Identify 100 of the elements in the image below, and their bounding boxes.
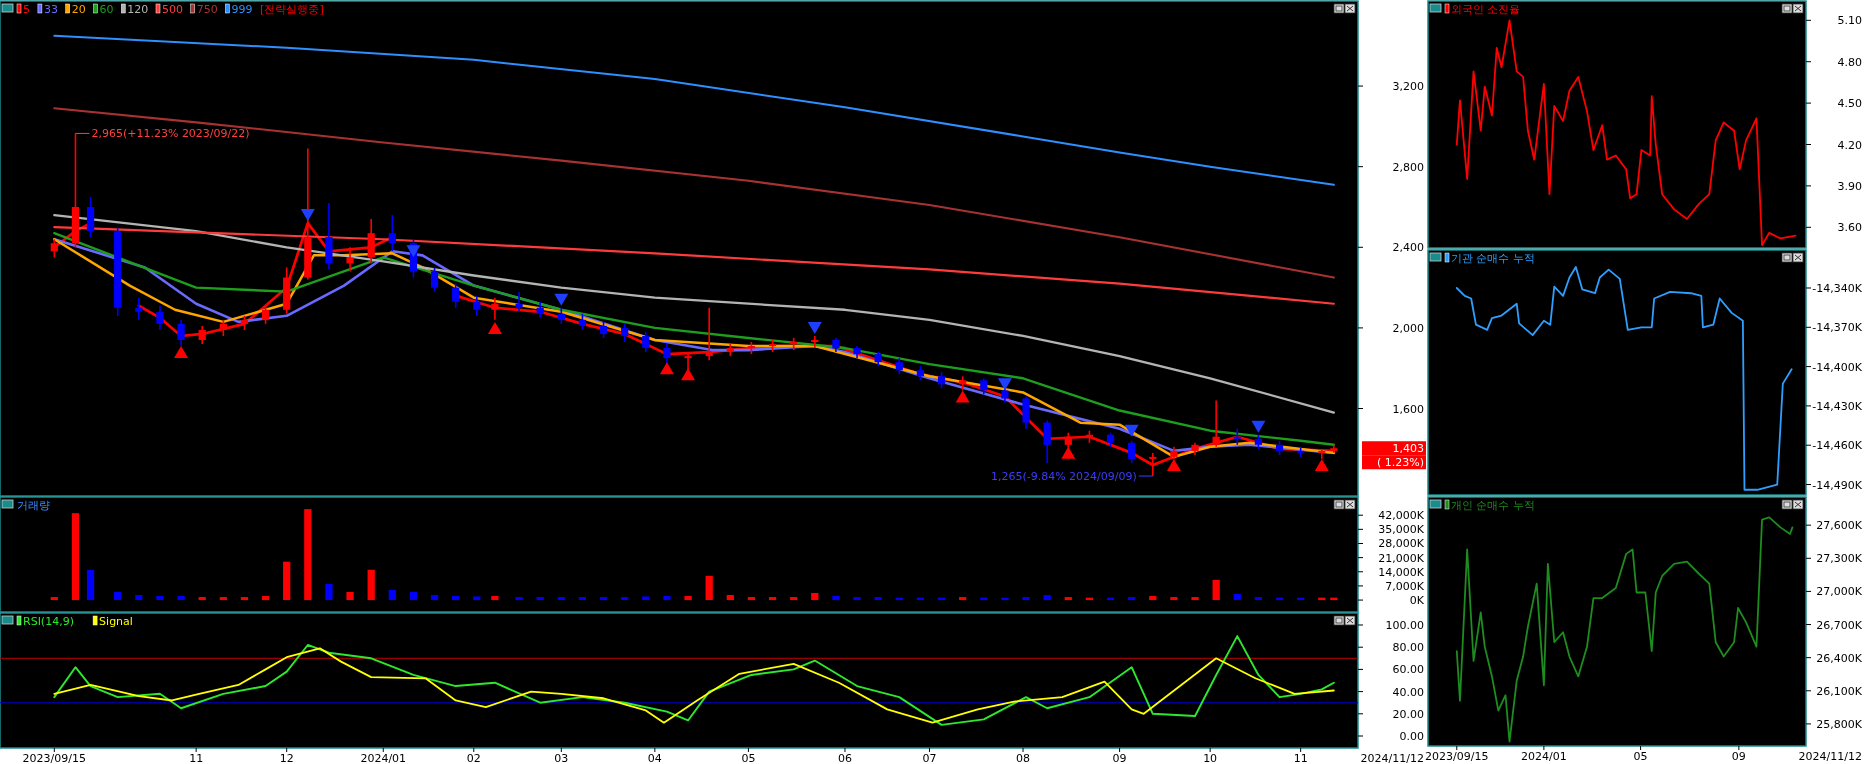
x-tick-label: 2023/09/15 (22, 752, 87, 764)
bar (642, 596, 650, 601)
y-tick-label: 4.50 (1837, 97, 1862, 111)
bar (156, 596, 164, 601)
y-tick-label: -14,490K (1812, 478, 1863, 492)
y-tick-label: 42,000K (1378, 509, 1425, 523)
y-tick-label: 80.00 (1392, 641, 1424, 655)
bar (409, 591, 418, 601)
text: 2024/11/12 (1798, 750, 1862, 763)
y-tick-label: 100.00 (1385, 618, 1424, 632)
text: 1,403 (1392, 442, 1424, 456)
y-tick-label: 14,000K (1378, 565, 1425, 579)
x-tick-label: 09 (1731, 750, 1746, 763)
y-tick-label: 60.00 (1392, 663, 1424, 677)
bar (1022, 597, 1030, 601)
x-tick-label: 11 (1293, 752, 1308, 764)
y-tick-label: 28,000K (1378, 537, 1425, 551)
line-series (53, 635, 1335, 726)
x-tick-label: 2023/09/15 (1425, 750, 1489, 763)
x-tick-label: 03 (554, 752, 569, 764)
bar (71, 513, 80, 601)
y-tick-label: 1,600 (1392, 402, 1424, 416)
y-tick-label: 25,800K (1816, 717, 1863, 731)
bar (1043, 595, 1051, 601)
bar (473, 596, 481, 601)
text: 2024/11/12 (1360, 752, 1424, 764)
bar (599, 597, 608, 601)
y-tick-label: 3.90 (1837, 179, 1862, 193)
y-tick-label: 27,000K (1816, 585, 1863, 599)
bar (114, 591, 122, 601)
legend-label: 20 (71, 3, 86, 16)
y-tick-label: 27,300K (1816, 552, 1863, 566)
y-tick-label: 26,700K (1816, 618, 1863, 632)
y-tick-label: 27,600K (1816, 519, 1863, 533)
bar (853, 597, 861, 601)
candlestick (621, 323, 629, 343)
bar (452, 596, 460, 601)
candlestick (198, 325, 206, 345)
legend-label: RSI(14,9) (23, 615, 74, 628)
bar (430, 595, 439, 601)
bar (1170, 597, 1178, 601)
y-tick-label: 21,000K (1378, 551, 1425, 565)
point (174, 346, 189, 359)
bar (684, 596, 692, 601)
x-tick-label: 10 (1203, 752, 1218, 764)
y-tick-label: -14,460K (1812, 439, 1863, 453)
y-tick-label: -14,400K (1812, 360, 1863, 374)
bar (219, 597, 227, 601)
point (997, 378, 1012, 391)
point (1251, 420, 1266, 433)
y-tick-label: 0.00 (1399, 730, 1424, 744)
bar (790, 597, 798, 601)
bar (515, 597, 523, 601)
annotation: [전략실행중] (260, 3, 324, 16)
y-tick-label: 35,000K (1378, 523, 1425, 537)
legend-label: 500 (162, 3, 183, 16)
line-series (53, 107, 1335, 279)
bar (726, 595, 734, 601)
candlestick (135, 296, 143, 321)
candlestick (388, 214, 396, 253)
bar (198, 597, 206, 601)
y-tick-label: 7,000K (1385, 579, 1425, 593)
point (659, 362, 674, 375)
text: ( 1.23%) (1376, 456, 1424, 470)
chart-title: 거래량 (17, 499, 50, 512)
bar (135, 595, 143, 601)
bar (663, 596, 671, 601)
bar (1254, 597, 1263, 601)
bar (177, 596, 185, 601)
candlestick (811, 335, 819, 349)
y-tick-label: 5.10 (1837, 14, 1862, 28)
legend-label: 60 (99, 3, 114, 16)
point (1166, 458, 1181, 471)
bar (325, 583, 333, 601)
bar (557, 597, 565, 601)
legend-label: 외국인 소진율 (1451, 3, 1521, 16)
y-tick-label: 2,400 (1392, 241, 1424, 255)
line-series (1455, 19, 1797, 247)
candlestick (1043, 419, 1051, 464)
bar (346, 591, 354, 601)
legend-label: Signal (99, 615, 133, 628)
x-tick-label: 06 (837, 752, 852, 764)
point (406, 245, 421, 258)
bar (240, 597, 249, 601)
bar (578, 597, 587, 601)
legend-label: 기관 순매수 누적 (1451, 252, 1535, 265)
bar (1128, 597, 1136, 601)
annotation: 2,965(+11.23% 2023/09/22) (91, 127, 250, 141)
candlestick (705, 306, 713, 361)
bar (874, 597, 882, 601)
x-tick-label: 09 (1112, 752, 1127, 764)
y-tick-label: 40.00 (1392, 685, 1424, 699)
x-tick-label: 2024/01 (360, 752, 407, 764)
bar (1212, 579, 1220, 601)
x-tick-label: 2024/01 (1521, 750, 1567, 763)
candlestick (1128, 439, 1136, 464)
bar (388, 589, 396, 601)
annotation: 1,265(-9.84% 2024/09/09) (990, 470, 1137, 484)
legend-label: 5 (23, 3, 30, 16)
bar (705, 575, 713, 601)
